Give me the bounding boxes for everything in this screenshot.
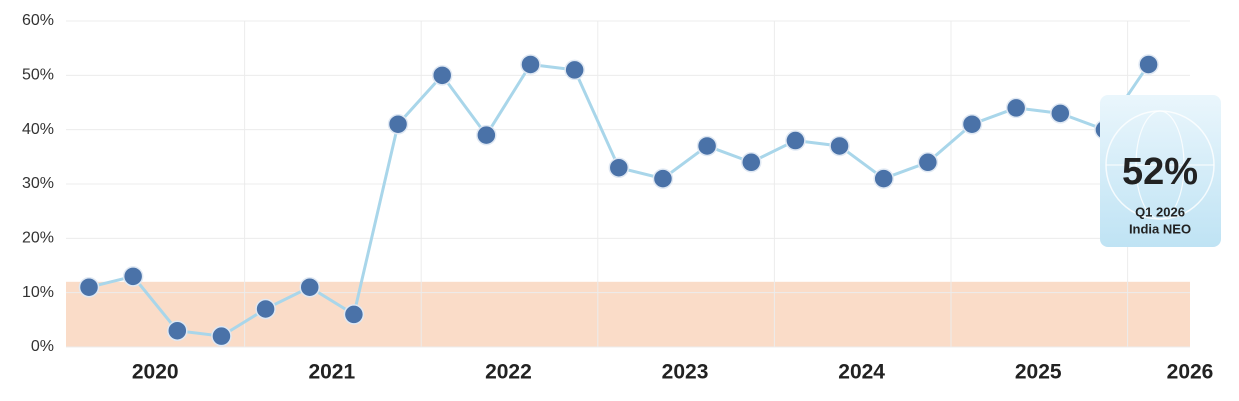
highlight-band xyxy=(66,281,1190,347)
data-point xyxy=(961,113,983,135)
data-point xyxy=(564,59,585,81)
data-point xyxy=(299,276,320,298)
x-tick-label: 2021 xyxy=(308,361,355,384)
callout-period: Q1 2026 xyxy=(1135,204,1185,219)
data-point xyxy=(785,130,806,151)
y-tick-label: 60% xyxy=(22,12,54,29)
data-point xyxy=(608,157,630,178)
data-point xyxy=(829,135,850,157)
data-point xyxy=(1050,103,1071,124)
data-point xyxy=(343,304,365,325)
data-point xyxy=(741,152,762,173)
y-tick-label: 20% xyxy=(22,230,54,247)
x-tick-label: 2020 xyxy=(132,361,179,384)
data-point xyxy=(78,276,100,298)
data-point xyxy=(255,298,276,320)
x-tick-label: 2024 xyxy=(838,361,885,384)
y-tick-label: 50% xyxy=(22,67,54,84)
data-point xyxy=(696,135,718,157)
data-point xyxy=(167,320,188,341)
data-point xyxy=(652,168,674,189)
x-tick-label: 2026 xyxy=(1167,361,1214,384)
data-point xyxy=(431,65,453,86)
callout-name: India NEO xyxy=(1129,221,1191,236)
data-point xyxy=(873,168,894,189)
data-point xyxy=(917,152,939,173)
x-tick-label: 2023 xyxy=(662,361,709,384)
data-point xyxy=(387,113,409,135)
y-tick-label: 0% xyxy=(31,338,54,355)
data-point xyxy=(520,54,541,75)
data-point xyxy=(122,266,144,287)
y-tick-label: 40% xyxy=(22,121,54,138)
data-point xyxy=(1138,54,1159,75)
y-tick-label: 30% xyxy=(22,175,54,192)
callout: 52% Q1 2026 India NEO xyxy=(1100,95,1221,247)
x-tick-label: 2022 xyxy=(485,361,532,384)
data-point xyxy=(211,325,232,347)
callout-value: 52% xyxy=(1122,151,1198,193)
y-tick-label: 10% xyxy=(22,284,54,301)
data-point xyxy=(476,124,497,146)
data-point xyxy=(1005,97,1027,119)
x-tick-label: 2025 xyxy=(1015,361,1062,384)
